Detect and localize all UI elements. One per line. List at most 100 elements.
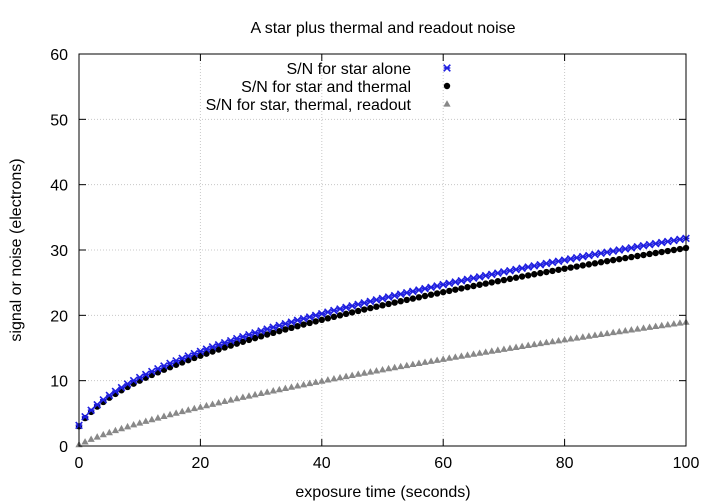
data-point: [518, 342, 526, 349]
data-point: [578, 252, 587, 261]
data-point: [239, 393, 247, 400]
data-point: [524, 263, 533, 271]
data-point: [232, 334, 241, 343]
data-point: [591, 260, 599, 267]
data-point: [221, 344, 228, 351]
data-point: [409, 295, 417, 302]
data-point: [154, 364, 162, 373]
data-point: [524, 272, 532, 279]
data-point: [87, 406, 96, 415]
data-point: [506, 266, 514, 275]
data-point: [221, 397, 229, 405]
data-point: [433, 282, 441, 290]
data-point: [263, 325, 272, 333]
data-point: [439, 355, 447, 362]
data-point: [591, 331, 599, 338]
data-point: [560, 256, 569, 264]
data-point: [336, 373, 344, 381]
x-tick-label: 0: [75, 455, 84, 472]
data-point: [330, 374, 338, 382]
x-axis-label: exposure time (seconds): [295, 484, 470, 501]
data-point: [536, 260, 545, 269]
data-point: [645, 240, 654, 249]
data-point: [640, 251, 647, 259]
data-point: [463, 351, 472, 358]
series-star: [75, 234, 690, 430]
data-point: [227, 396, 235, 403]
legend-marker: [443, 100, 451, 107]
data-point: [257, 327, 265, 335]
legend-item: S/N for star alone: [287, 61, 451, 78]
data-point: [239, 332, 247, 341]
data-point: [415, 286, 423, 294]
data-point: [373, 303, 380, 310]
y-tick-label: 10: [50, 374, 68, 391]
data-point: [597, 259, 605, 266]
data-point: [482, 280, 489, 287]
data-point: [154, 414, 162, 421]
data-point: [233, 340, 241, 347]
data-point: [439, 280, 448, 289]
data-point: [676, 245, 684, 253]
grid: [79, 54, 686, 446]
data-point: [287, 318, 296, 326]
data-point: [446, 287, 453, 295]
data-point: [530, 340, 538, 348]
data-point: [276, 327, 283, 335]
data-point: [506, 275, 514, 283]
data-point: [147, 367, 156, 376]
data-point: [117, 383, 126, 392]
data-point: [111, 426, 120, 434]
data-point: [470, 282, 477, 290]
data-point: [209, 348, 216, 355]
data-point: [506, 344, 514, 351]
data-point: [651, 239, 660, 248]
data-point: [458, 285, 465, 292]
data-point: [130, 421, 138, 428]
legend-label: S/N for star alone: [287, 61, 412, 78]
data-point: [166, 359, 174, 368]
data-point: [367, 304, 374, 312]
data-point: [227, 342, 234, 349]
data-point: [93, 400, 102, 409]
data-point: [621, 327, 629, 334]
data-point: [360, 298, 369, 307]
data-point: [409, 360, 417, 367]
data-point: [567, 335, 575, 342]
data-point: [609, 328, 617, 336]
data-point: [524, 341, 532, 349]
data-point: [196, 347, 205, 356]
data-point: [172, 356, 180, 365]
x-tick-label: 20: [192, 455, 210, 472]
data-point: [464, 283, 471, 291]
data-point: [166, 410, 174, 418]
data-point: [239, 338, 247, 345]
data-point: [342, 310, 350, 318]
x-tick-label: 100: [673, 455, 700, 472]
data-point: [142, 417, 150, 424]
data-point: [251, 328, 259, 337]
data-point: [99, 395, 108, 404]
data-point: [202, 345, 211, 353]
data-point: [488, 347, 496, 354]
data-point: [354, 370, 362, 377]
data-point: [348, 371, 356, 378]
data-point: [299, 380, 308, 388]
data-point: [457, 352, 466, 359]
data-point: [391, 299, 398, 306]
data-point: [196, 403, 204, 410]
data-point: [452, 286, 459, 293]
data-point: [657, 238, 666, 247]
data-point: [493, 269, 502, 277]
x-tick-label: 80: [556, 455, 574, 472]
data-point: [445, 354, 453, 361]
data-point: [275, 385, 283, 393]
data-point: [348, 309, 356, 316]
data-point: [282, 326, 289, 333]
data-point: [627, 243, 636, 252]
data-point: [293, 316, 302, 325]
data-point: [512, 265, 520, 274]
data-point: [269, 323, 278, 332]
data-point: [603, 248, 611, 257]
data-point: [336, 312, 344, 319]
